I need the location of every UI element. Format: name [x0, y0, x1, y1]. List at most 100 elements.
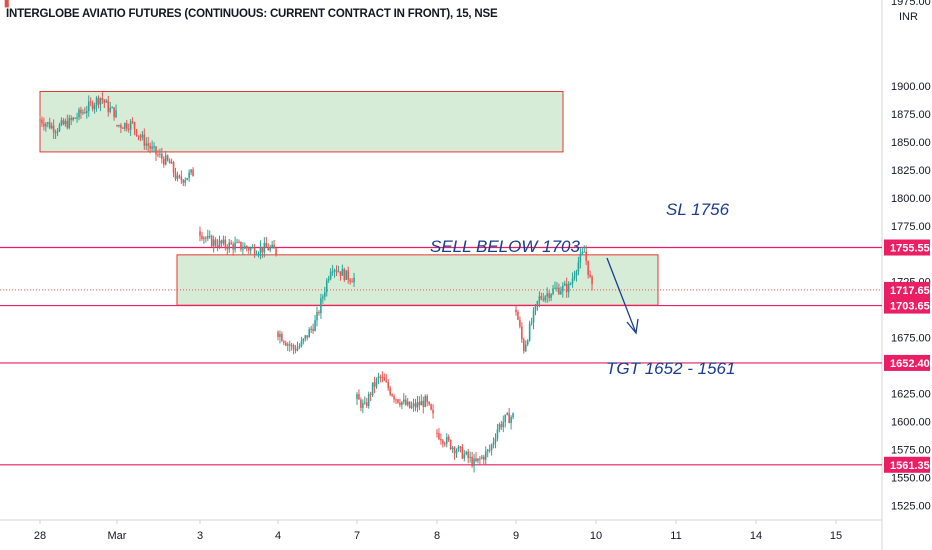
candle-body [397, 399, 399, 403]
time-tick-label: 11 [670, 530, 681, 542]
candle-body [575, 271, 578, 276]
candle-body [145, 143, 148, 146]
candle-body [111, 107, 113, 109]
candle-body [95, 97, 98, 106]
candle-body [238, 241, 240, 243]
candle-body [265, 242, 268, 248]
candle-body [589, 274, 591, 277]
candle-body [515, 309, 517, 313]
candle-body [222, 239, 225, 244]
candle-body [343, 268, 346, 280]
candle-body [358, 394, 360, 400]
candle-body [39, 119, 41, 121]
candle-body [190, 169, 192, 173]
candle-body [536, 301, 539, 305]
candle-body [436, 432, 438, 434]
candle-body [306, 335, 309, 338]
candle-body [208, 235, 211, 237]
candle-body [393, 395, 395, 400]
price-tick-label: 1600.00 [891, 417, 931, 429]
candle-body [143, 134, 146, 146]
candle-body [521, 326, 523, 340]
candle-body [498, 424, 501, 430]
candle-body [218, 240, 221, 248]
candle-body [267, 247, 270, 251]
candle-body [408, 401, 411, 408]
candle-body [325, 280, 328, 293]
candle-body [447, 436, 450, 441]
candle-body [86, 111, 88, 113]
candle-body [283, 341, 285, 343]
price-label-text: 1717.65 [890, 285, 930, 297]
candle-body [333, 270, 336, 272]
candle-body [166, 155, 169, 161]
candle-body [107, 100, 110, 112]
candle-body [569, 283, 572, 285]
candle-body [375, 378, 378, 387]
candle-body [562, 285, 564, 292]
candle-body [364, 402, 366, 404]
time-tick-label: 9 [513, 530, 519, 542]
candle-body [356, 394, 358, 400]
candle-body [157, 154, 159, 156]
candle-body [236, 241, 238, 243]
candle-body [50, 125, 53, 129]
candle-body [214, 239, 217, 246]
candle-body [335, 270, 338, 272]
candle-body [510, 417, 512, 424]
candle-body [115, 110, 117, 118]
candle-body [327, 278, 330, 281]
candle-body [540, 296, 543, 299]
price-tick-label: 1975.00 [891, 0, 931, 8]
candle-body [544, 296, 547, 301]
candle-body [52, 125, 55, 133]
time-tick-label: 14 [750, 530, 762, 542]
candle-body [565, 283, 568, 293]
candle-body [399, 402, 401, 406]
candle-body [247, 248, 250, 251]
candle-body [486, 449, 489, 452]
candle-body [492, 442, 495, 445]
candle-body [331, 271, 334, 273]
candle-body [220, 240, 223, 244]
candle-body [105, 100, 108, 103]
candle-body [563, 283, 566, 286]
candle-body [168, 160, 171, 164]
candle-body [560, 291, 562, 295]
candle-body [302, 338, 305, 342]
candle-body [314, 320, 316, 331]
candle-body [475, 458, 477, 462]
candle-body [508, 413, 510, 424]
time-tick-label: 10 [590, 530, 602, 542]
candle-body [70, 117, 72, 120]
down-arrow-line [606, 257, 637, 334]
candle-body [449, 440, 452, 449]
candle-body [546, 293, 548, 297]
candle-body [161, 153, 163, 159]
candle-body [585, 251, 587, 261]
candle-body [103, 99, 106, 103]
candle-body [87, 101, 90, 112]
supply-zone [39, 91, 564, 153]
candle-body [387, 382, 389, 389]
candle-body [201, 235, 203, 239]
candle-body [512, 413, 514, 418]
candle-body [455, 450, 458, 454]
candle-body [226, 246, 229, 250]
candle-body [137, 135, 140, 137]
candle-body [285, 342, 287, 346]
candle-body [178, 175, 181, 177]
time-tick-label: 28 [34, 530, 46, 542]
candle-body [64, 120, 67, 125]
candle-body [532, 310, 535, 323]
candle-body [424, 396, 427, 407]
price-label-text: 1652.40 [890, 358, 930, 370]
candle-body [484, 451, 487, 460]
candle-body [271, 244, 273, 248]
candle-body [414, 403, 417, 408]
candle-body [288, 344, 291, 346]
candle-body [567, 283, 570, 293]
candle-body [473, 458, 475, 466]
candle-body [228, 242, 231, 250]
